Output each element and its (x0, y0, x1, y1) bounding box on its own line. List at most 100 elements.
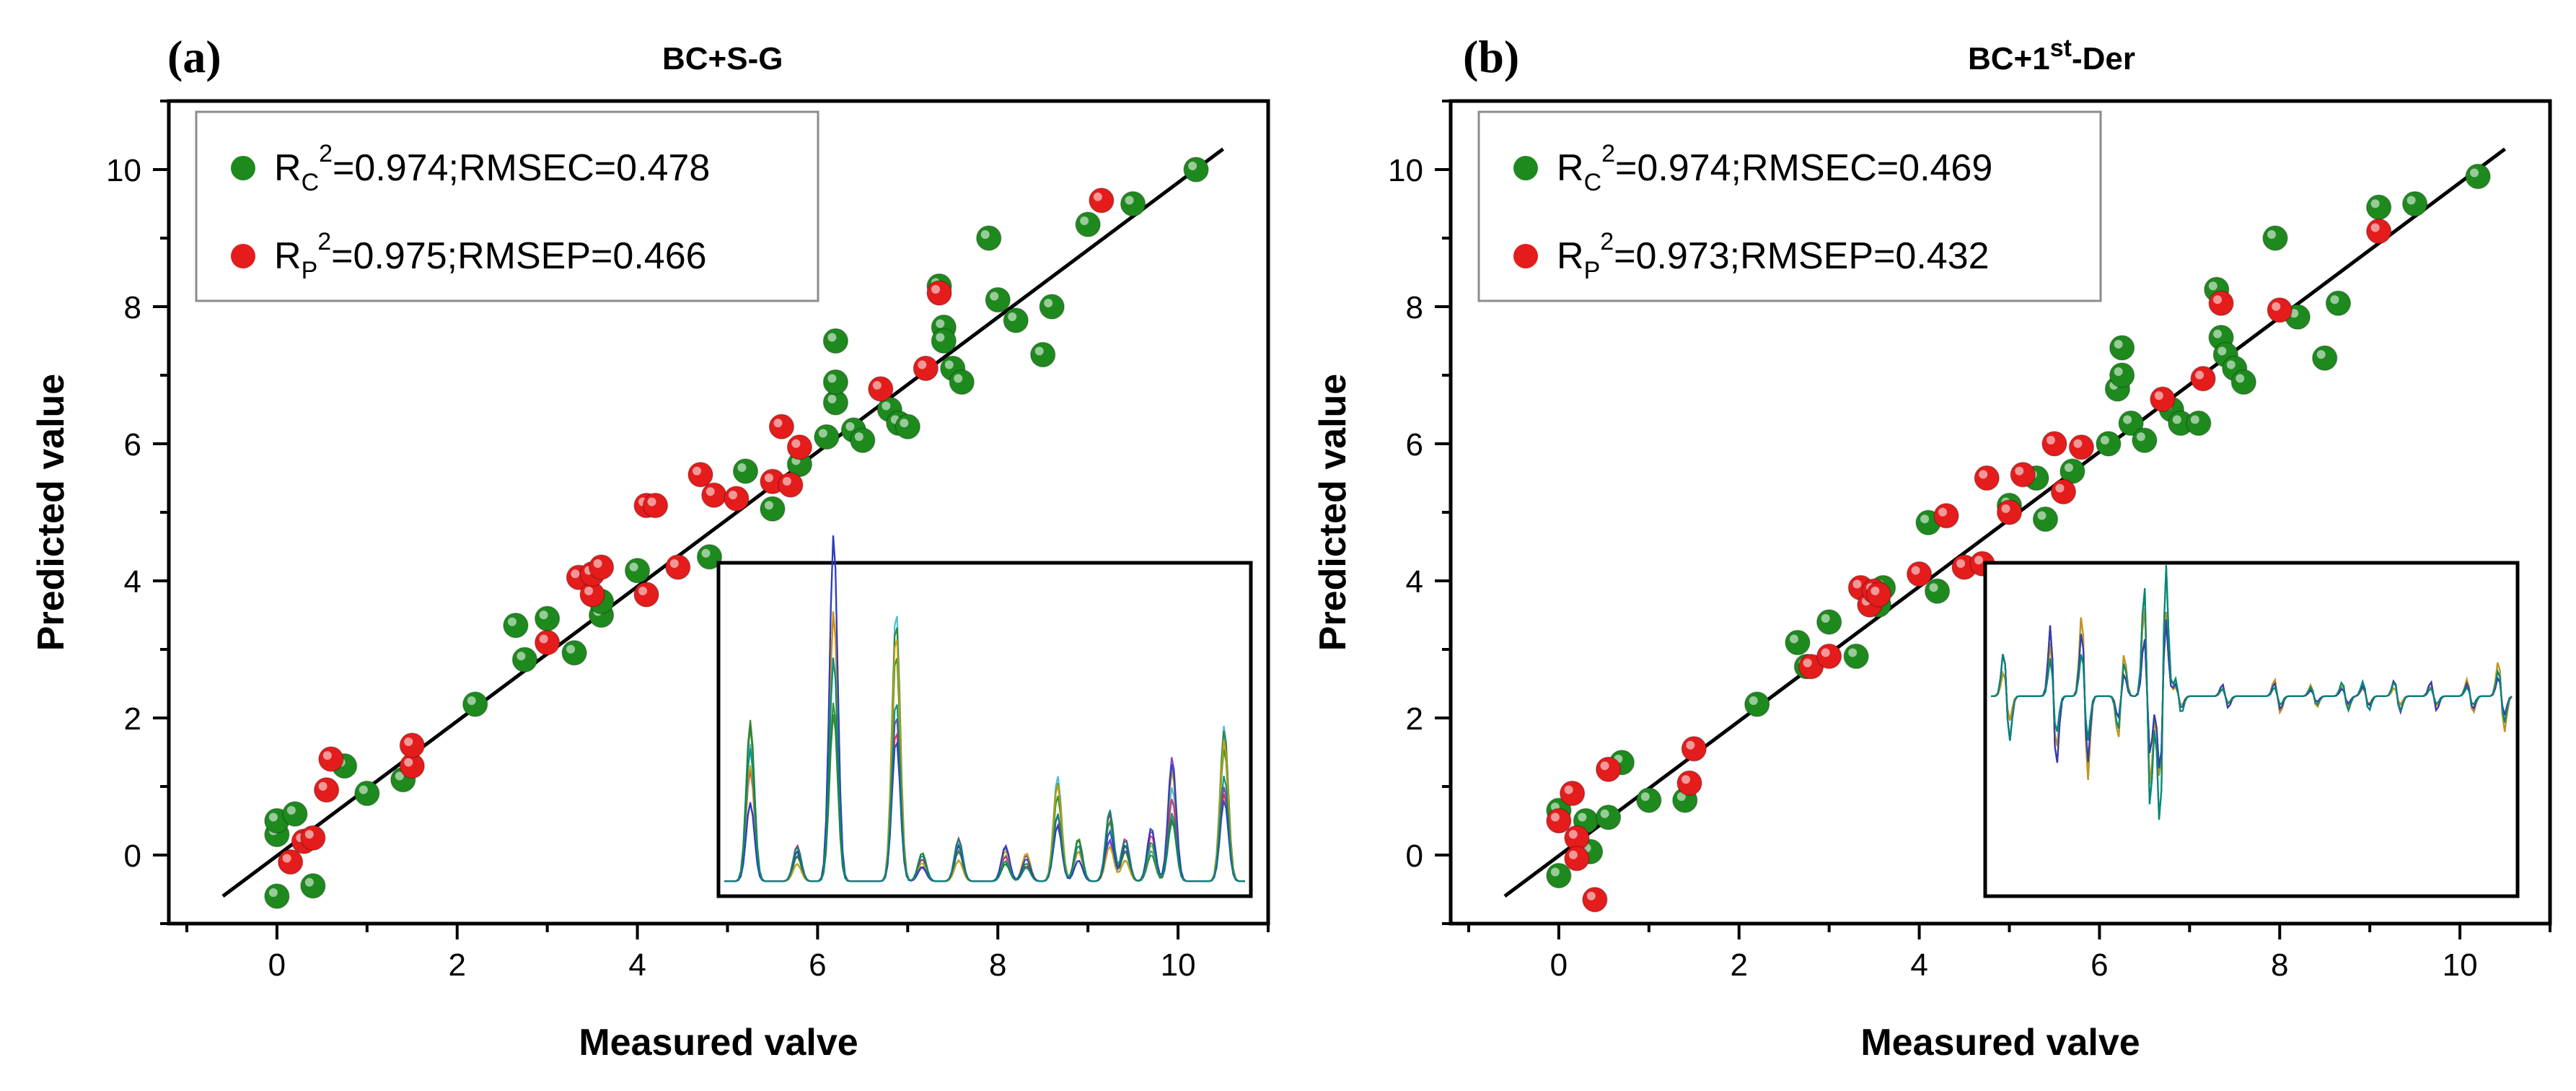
point-highlight (2370, 199, 2380, 209)
point-highlight (507, 617, 516, 626)
prediction-point (2267, 297, 2293, 323)
prediction-point (2150, 386, 2176, 412)
point-highlight (1956, 559, 1966, 568)
panel-b-ytick-label: 10 (1388, 153, 1423, 188)
panel-a-tick-labels: 0 2 4 6 8 10 0 2 4 6 8 10 (106, 153, 1196, 983)
point-highlight (1568, 830, 1578, 839)
calibration-point (760, 496, 786, 522)
point-highlight (1044, 299, 1053, 307)
panel-a-title: BC+S-G (662, 41, 783, 76)
point-highlight (516, 652, 526, 661)
panel-b-ytick-label: 6 (1406, 427, 1423, 463)
prediction-point (1559, 780, 1586, 807)
point-highlight (322, 751, 332, 760)
point-highlight (701, 548, 711, 558)
prediction-point (277, 849, 304, 875)
point-highlight (2236, 374, 2245, 383)
point-highlight (764, 473, 773, 483)
point-highlight (1125, 196, 1134, 205)
point-highlight (2123, 415, 2132, 424)
point-highlight (990, 292, 999, 301)
point-highlight (1686, 740, 1695, 750)
panel-b-x-axis-label: Measured valve (1860, 1022, 2140, 1064)
calibration-point (850, 427, 876, 453)
prediction-point (778, 472, 804, 498)
point-highlight (2213, 329, 2223, 338)
prediction-point (313, 777, 340, 803)
point-highlight (705, 487, 715, 496)
point-highlight (2114, 367, 2123, 376)
point-highlight (1974, 556, 1984, 565)
prediction-point (534, 629, 561, 656)
calibration-point (1636, 787, 1662, 813)
calibration-point (624, 558, 651, 584)
point-highlight (827, 333, 837, 342)
point-highlight (359, 785, 368, 794)
prediction-point (1676, 770, 1702, 796)
panel-a-inset-frame (716, 561, 1253, 898)
point-highlight (1920, 514, 1930, 524)
point-highlight (2316, 350, 2326, 359)
point-highlight (827, 374, 837, 383)
point-highlight (2064, 463, 2073, 472)
prediction-point (399, 732, 426, 758)
point-highlight (1034, 346, 1044, 356)
point-highlight (791, 439, 801, 448)
panel-a-legend-calibration: RC2=0.974;RMSEC=0.478 (274, 140, 710, 196)
point-highlight (1848, 648, 1858, 657)
calibration-point (985, 286, 1011, 313)
point-highlight (1550, 867, 1560, 877)
calibration-point (534, 605, 561, 631)
calibration-point (1039, 294, 1065, 320)
point-highlight (882, 401, 891, 411)
point-highlight (1979, 470, 1988, 479)
calibration-point (1029, 341, 1056, 368)
point-highlight (467, 696, 476, 705)
panel-a-legend-box (195, 110, 819, 302)
point-highlight (566, 644, 576, 654)
panel-a-legend-prediction: RP2=0.975;RMSEP=0.466 (274, 228, 707, 284)
point-highlight (669, 559, 679, 568)
calibration-point (931, 328, 957, 354)
point-highlight (872, 381, 882, 390)
prediction-point (642, 492, 669, 519)
prediction-point (926, 280, 952, 306)
panel-a-xtick-label: 0 (268, 947, 286, 983)
legend-prediction-marker (1513, 244, 1538, 268)
point-highlight (2100, 436, 2109, 444)
point-highlight (395, 771, 404, 781)
point-highlight (1564, 785, 1573, 794)
prediction-point (768, 413, 795, 439)
calibration-point (354, 780, 380, 807)
panel-b-inset-spectra (1991, 565, 2513, 820)
point-highlight (539, 610, 548, 620)
point-highlight (584, 587, 594, 595)
prediction-point (868, 376, 894, 402)
prediction-point (1816, 643, 1842, 670)
panel-b-xtick-label: 0 (1550, 947, 1568, 983)
panel-b: (b) BC+1st-Der 0 2 4 6 8 10 0 2 4 6 8 10… (1312, 31, 2552, 1064)
point-highlight (2190, 415, 2199, 424)
panel-a-fit-line (221, 147, 1225, 898)
point-highlight (1871, 587, 1880, 595)
point-highlight (2330, 295, 2339, 304)
panel-a-ytick-label: 4 (124, 564, 141, 600)
inset-spectrum-line (724, 657, 1245, 882)
panel-b-letter: (b) (1463, 31, 1519, 82)
point-highlight (282, 854, 291, 863)
calibration-point (2325, 290, 2352, 316)
panel-b-xtick-label: 4 (1910, 947, 1927, 983)
point-highlight (2055, 483, 2065, 493)
calibration-point (282, 801, 308, 827)
point-highlight (1578, 812, 1587, 822)
prediction-point (2365, 218, 2392, 245)
prediction-point (786, 434, 813, 460)
point-highlight (1938, 507, 1948, 517)
prediction-point (1906, 561, 1933, 587)
point-highlight (1821, 648, 1830, 657)
prediction-point (1933, 503, 1959, 529)
panel-b-ytick-label: 4 (1406, 564, 1423, 600)
point-highlight (954, 374, 963, 383)
calibration-point (1183, 157, 1209, 183)
